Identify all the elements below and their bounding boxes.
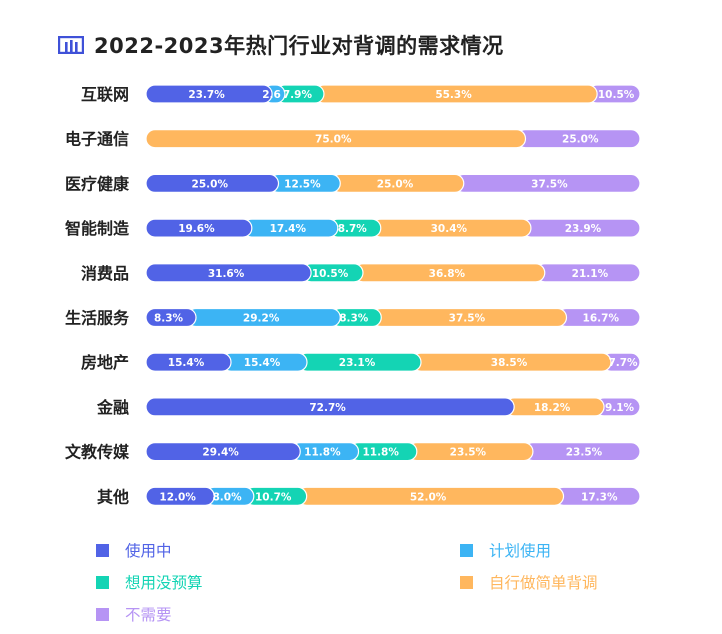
data-label: 31.6% bbox=[208, 268, 245, 280]
legend-label: 自行做简单背调 bbox=[489, 574, 598, 592]
chart-title: 2022-2023年热门行业对背调的需求情况 bbox=[94, 34, 504, 58]
bar-segment bbox=[145, 84, 273, 104]
data-label: 9.1% bbox=[605, 402, 635, 414]
legend-item-不需要: 不需要 bbox=[96, 603, 172, 625]
legend-swatch bbox=[460, 543, 473, 557]
data-label: 75.0% bbox=[315, 134, 352, 146]
legend-swatch bbox=[96, 575, 109, 589]
legend-swatch bbox=[96, 607, 109, 621]
legend-label: 不需要 bbox=[125, 606, 172, 624]
data-label: 37.5% bbox=[449, 313, 486, 325]
legend-swatch bbox=[460, 575, 473, 589]
category-label: 文教传媒 bbox=[65, 443, 130, 462]
bar-segment bbox=[145, 442, 301, 462]
data-label: 72.7% bbox=[309, 402, 346, 414]
data-label: 17.4% bbox=[270, 223, 307, 235]
data-label: 23.9% bbox=[565, 223, 602, 235]
data-label: 21.1% bbox=[572, 268, 609, 280]
legend-label: 计划使用 bbox=[489, 542, 552, 560]
data-label: 12.5% bbox=[284, 178, 321, 190]
bar-segment bbox=[145, 173, 280, 193]
data-label: 23.7% bbox=[188, 89, 225, 101]
stacked-bar-chart: 互联网 23.7% 2.6 7.9% 55.3% 10.5% 电子通信 75.0% 25.0% 医… bbox=[65, 84, 641, 506]
data-label: 2.6 bbox=[262, 89, 281, 101]
legend-swatch bbox=[96, 543, 109, 557]
data-label: 29.2% bbox=[243, 313, 280, 325]
category-label: 金融 bbox=[96, 398, 129, 417]
data-label: 30.4% bbox=[431, 223, 468, 235]
category-label: 其他 bbox=[97, 487, 129, 506]
category-label: 互联网 bbox=[81, 85, 129, 104]
category-label: 医疗健康 bbox=[65, 174, 130, 193]
category-label: 智能制造 bbox=[65, 219, 130, 238]
legend-item-计划使用: 计划使用 bbox=[460, 539, 551, 561]
legend-item-自行做简单背调: 自行做简单背调 bbox=[460, 571, 598, 593]
data-label: 10.5% bbox=[598, 89, 635, 101]
data-label: 8.3% bbox=[339, 313, 369, 325]
data-label: 7.9% bbox=[283, 89, 313, 101]
data-label: 15.4% bbox=[168, 357, 205, 369]
data-label: 7.7% bbox=[608, 357, 638, 369]
data-label: 36.8% bbox=[429, 268, 466, 280]
category-label: 房地产 bbox=[81, 353, 129, 372]
data-label: 16.7% bbox=[583, 313, 620, 325]
chart-title-row: 2022-2023年热门行业对背调的需求情况 bbox=[58, 28, 504, 62]
data-label: 23.5% bbox=[450, 447, 487, 459]
data-label: 8.7% bbox=[338, 223, 368, 235]
bar-segment bbox=[145, 397, 515, 417]
data-label: 23.1% bbox=[339, 357, 376, 369]
data-label: 17.3% bbox=[581, 491, 618, 503]
data-label: 8.0% bbox=[212, 491, 242, 503]
data-label: 19.6% bbox=[178, 223, 215, 235]
bar-chart-icon bbox=[58, 36, 84, 54]
data-label: 11.8% bbox=[304, 447, 341, 459]
data-label: 25.0% bbox=[192, 178, 229, 190]
data-label: 55.3% bbox=[435, 89, 472, 101]
bar-segment bbox=[145, 352, 232, 372]
data-label: 23.5% bbox=[566, 447, 603, 459]
bar-segment bbox=[145, 263, 312, 283]
data-label: 11.8% bbox=[362, 447, 399, 459]
bar-segment bbox=[145, 129, 527, 149]
data-label: 15.4% bbox=[244, 357, 281, 369]
legend-label: 想用没预算 bbox=[125, 574, 203, 592]
data-label: 12.0% bbox=[159, 491, 196, 503]
data-label: 8.3% bbox=[154, 313, 184, 325]
bar-segment bbox=[145, 307, 197, 328]
data-label: 10.7% bbox=[255, 491, 292, 503]
data-label: 38.5% bbox=[491, 357, 528, 369]
category-label: 生活服务 bbox=[65, 309, 130, 328]
data-label: 29.4% bbox=[202, 447, 239, 459]
bar-segment bbox=[145, 486, 215, 506]
legend-item-使用中: 使用中 bbox=[96, 539, 172, 561]
data-label: 25.0% bbox=[562, 134, 599, 146]
data-label: 18.2% bbox=[534, 402, 571, 414]
category-label: 电子通信 bbox=[65, 130, 129, 149]
data-label: 37.5% bbox=[531, 178, 568, 190]
category-label: 消费品 bbox=[81, 264, 129, 283]
data-label: 25.0% bbox=[377, 178, 414, 190]
legend-item-想用没预算: 想用没预算 bbox=[96, 571, 203, 593]
bar-segment bbox=[145, 218, 253, 238]
data-label: 10.5% bbox=[312, 268, 349, 280]
data-label: 52.0% bbox=[410, 491, 447, 503]
legend-label: 使用中 bbox=[125, 542, 172, 560]
